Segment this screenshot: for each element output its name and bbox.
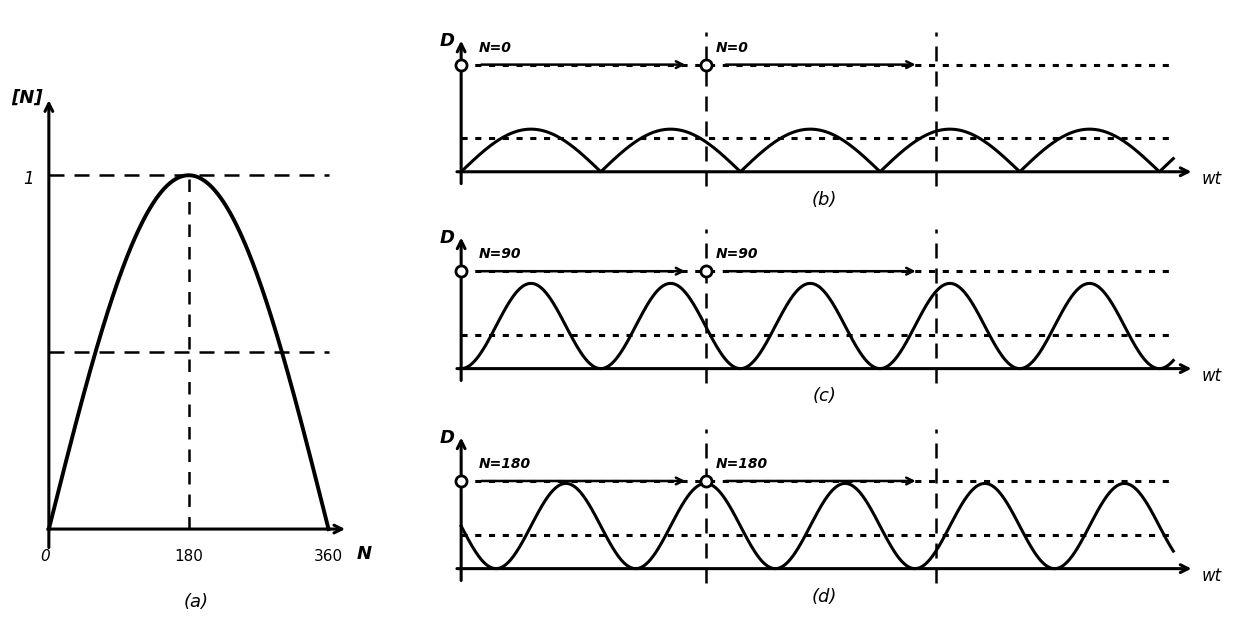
Text: (d): (d) (811, 587, 837, 606)
Text: 1: 1 (22, 170, 33, 188)
Text: wt: wt (1202, 567, 1221, 585)
Text: (a): (a) (184, 593, 210, 611)
Text: wt: wt (1202, 170, 1221, 188)
Text: [N]: [N] (11, 88, 43, 107)
Text: N=0: N=0 (715, 41, 749, 55)
Text: wt: wt (1202, 367, 1221, 385)
Text: N=180: N=180 (715, 457, 768, 471)
Text: N=0: N=0 (479, 41, 511, 55)
Text: 360: 360 (314, 549, 343, 564)
Text: 180: 180 (175, 549, 203, 564)
Text: D: D (440, 229, 455, 248)
Text: N=90: N=90 (479, 248, 521, 262)
Text: N: N (356, 545, 372, 563)
Text: N=180: N=180 (479, 457, 531, 471)
Text: 0: 0 (40, 549, 50, 564)
Text: N=90: N=90 (715, 248, 759, 262)
Text: (c): (c) (812, 387, 836, 406)
Text: D: D (440, 32, 455, 51)
Text: D: D (440, 429, 455, 448)
Text: (b): (b) (811, 190, 837, 209)
